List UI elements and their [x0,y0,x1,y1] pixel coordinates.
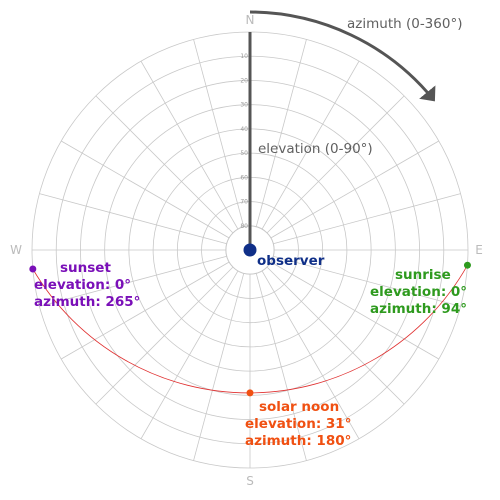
elevation-axis-label: elevation (0-90°) [258,141,373,157]
azimuth-spoke [273,255,461,307]
sunrise-point [463,261,471,269]
sunset-azimuth: azimuth: 265° [34,294,140,310]
elevation-ring-label: 60 [240,174,248,181]
azimuth-spoke [266,95,405,234]
azimuth-spoke [273,193,461,245]
azimuth-spoke [193,273,245,461]
elevation-ring-label: 40 [240,126,248,133]
elevation-ring-label: 10 [240,53,248,60]
cardinal-south: S [246,474,254,488]
azimuth-spoke [39,193,227,245]
elevation-ring-label: 80 [240,223,248,230]
solar-noon-name: solar noon [259,399,339,415]
elevation-ring-label: 70 [240,199,248,206]
solar-noon-azimuth: azimuth: 180° [245,433,351,449]
azimuth-spoke [261,270,360,439]
azimuth-spoke [95,266,234,405]
elevation-ring-label: 20 [240,77,248,84]
azimuth-spoke [61,261,230,360]
azimuth-spoke [270,261,439,360]
azimuth-spoke [255,273,307,461]
sunset-point [29,265,37,273]
azimuth-spoke [140,61,239,230]
observer-marker [243,243,257,257]
azimuth-spoke [140,270,239,439]
cardinal-west: W [10,243,22,257]
cardinal-north: N [246,13,255,27]
azimuth-spoke [95,95,234,234]
azimuth-axis-label: azimuth (0-360°) [347,16,462,32]
sunset-elevation: elevation: 0° [34,277,131,293]
sunrise-name: sunrise [395,267,451,283]
azimuth-spoke [61,140,230,239]
azimuth-spoke [261,61,360,230]
observer-label: observer [257,253,325,269]
sunrise-elevation: elevation: 0° [370,284,467,300]
cardinal-east: E [475,243,483,257]
azimuth-arrow [249,10,436,102]
elevation-ring-label: 50 [240,150,248,157]
azimuth-spoke [39,255,227,307]
solar-noon-elevation: elevation: 31° [245,416,351,432]
azimuth-spoke [193,39,245,227]
elevation-ring-label: 30 [240,102,248,109]
azimuth-spoke [270,140,439,239]
solar-noon-point [246,389,254,397]
azimuth-spoke [266,266,405,405]
sunset-name: sunset [60,260,111,276]
sunrise-azimuth: azimuth: 94° [370,301,467,317]
azimuth-spoke [255,39,307,227]
elevation-ring-labels: 10 20 30 40 50 60 70 80 [240,53,248,230]
